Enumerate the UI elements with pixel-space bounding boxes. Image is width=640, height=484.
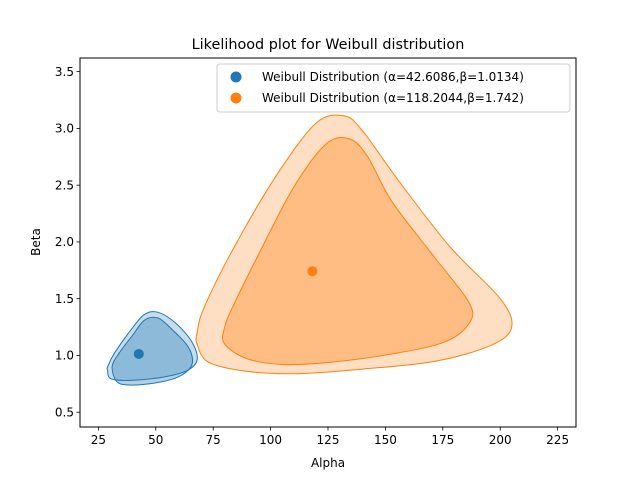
- data-point-series-1: [133, 348, 144, 359]
- y-tick-label: 2.5: [55, 178, 74, 192]
- y-tick-label: 0.5: [55, 405, 74, 419]
- contour-series-2-level-1: [195, 114, 513, 375]
- contour-layer: [106, 114, 513, 386]
- legend-label-series-2: Weibull Distribution (α=118.2044,β=1.742…: [262, 91, 524, 105]
- x-ticks: 25 50 75 100 125 150 175 200 225: [91, 427, 569, 447]
- y-tick-label: 3.5: [55, 65, 74, 79]
- legend-marker-series-1: [230, 71, 242, 83]
- contour-series-2-level-2: [222, 136, 474, 366]
- x-tick-label: 125: [317, 433, 340, 447]
- x-tick-label: 200: [489, 433, 512, 447]
- legend: Weibull Distribution (α=42.6086,β=1.0134…: [216, 63, 571, 113]
- chart-title: Likelihood plot for Weibull distribution: [192, 37, 465, 53]
- legend-label-series-1: Weibull Distribution (α=42.6086,β=1.0134…: [262, 70, 524, 84]
- x-tick-label: 150: [374, 433, 397, 447]
- y-tick-label: 1.0: [55, 349, 74, 363]
- x-tick-label: 25: [91, 433, 106, 447]
- x-tick-label: 225: [546, 433, 569, 447]
- legend-box: [216, 63, 571, 113]
- x-axis-label: Alpha: [311, 456, 345, 470]
- x-tick-label: 100: [259, 433, 282, 447]
- points-layer: [133, 266, 318, 359]
- y-tick-label: 3.0: [55, 122, 74, 136]
- y-tick-label: 1.5: [55, 292, 74, 306]
- x-tick-label: 75: [206, 433, 221, 447]
- y-tick-label: 2.0: [55, 235, 74, 249]
- contour-series-1-level-2: [111, 316, 194, 386]
- legend-marker-series-2: [230, 92, 242, 104]
- y-axis-label: Beta: [29, 228, 43, 256]
- x-tick-label: 175: [431, 433, 454, 447]
- x-tick-label: 50: [148, 433, 163, 447]
- data-point-series-2: [307, 266, 318, 277]
- y-ticks: 0.5 1.0 1.5 2.0 2.5 3.0 3.5: [55, 65, 80, 419]
- contour-series-1-level-1: [106, 311, 198, 381]
